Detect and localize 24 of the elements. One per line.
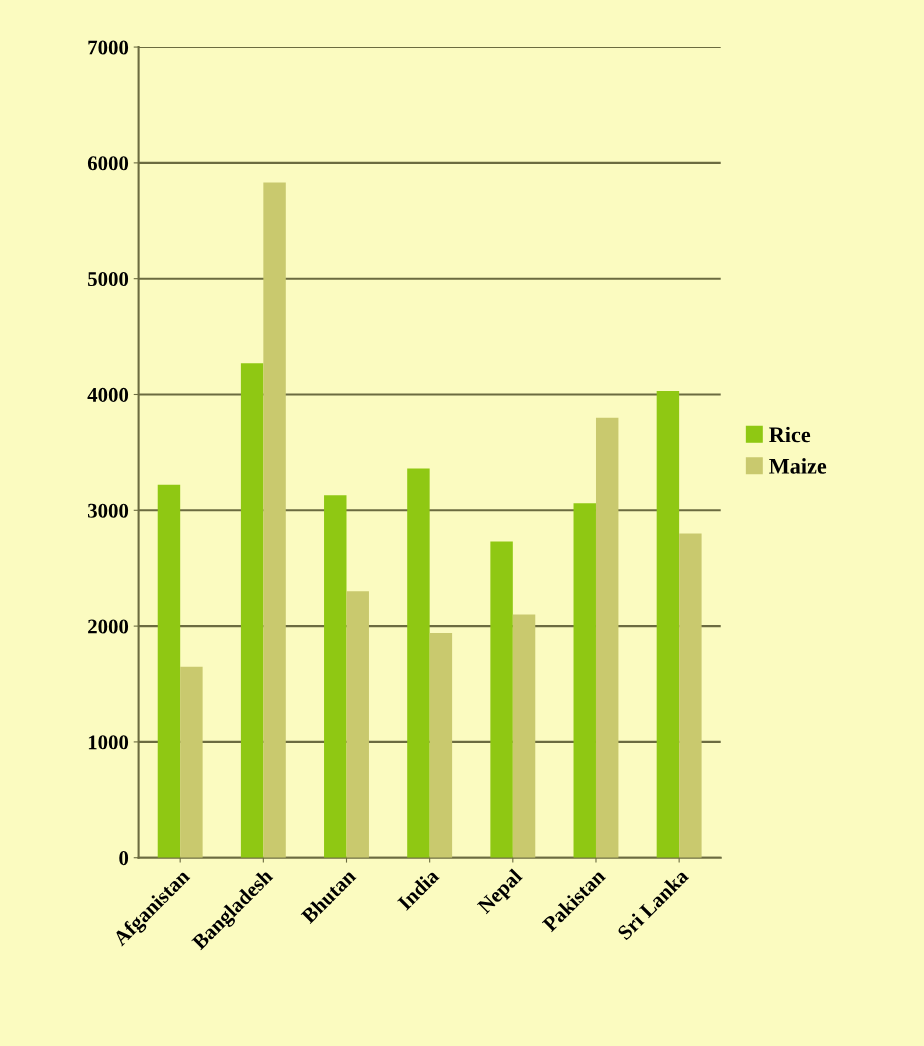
y-tick-label: 1000 [88,735,129,750]
y-tick-label: 0 [119,851,129,866]
bar [240,363,264,858]
bar [679,533,702,858]
bar [512,614,536,858]
bar [573,503,596,858]
bar [180,666,203,858]
y-tick-label: 7000 [88,40,129,55]
bar [429,633,453,858]
bar [346,591,369,858]
bar [490,541,513,858]
y-tick-label: 2000 [88,619,129,634]
bar [656,391,680,858]
bar [263,182,286,858]
y-tick-label: 6000 [87,156,129,171]
y-tick-label: 4000 [87,387,129,402]
bar [595,417,619,858]
legend-label: Maize [769,458,827,474]
bar [407,468,430,858]
legend-label: Rice [769,426,811,443]
bar [157,484,181,858]
y-tick-label: 3000 [88,503,129,518]
y-tick-label: 5000 [88,272,129,287]
bar [324,495,347,858]
